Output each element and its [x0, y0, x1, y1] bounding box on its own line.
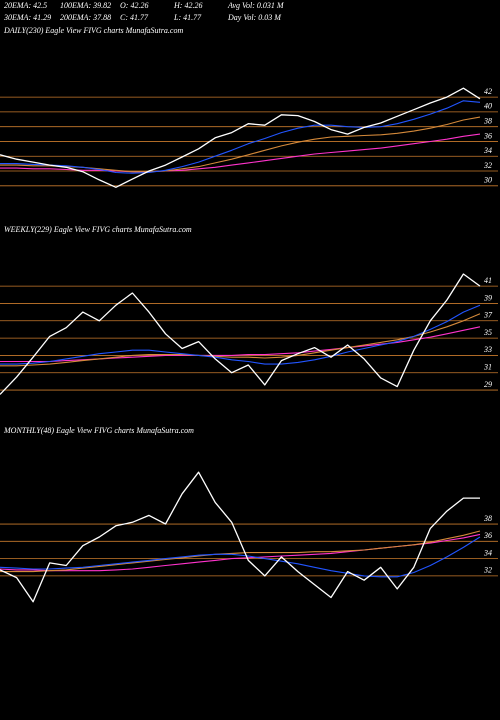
y-tick-label: 37: [483, 311, 493, 320]
header-stat: 100EMA: 39.82: [60, 1, 111, 10]
header-stat: 20EMA: 42.5: [4, 1, 47, 10]
price-line: [0, 273, 481, 395]
y-tick-label: 36: [483, 131, 492, 140]
price-line: [0, 326, 481, 363]
y-tick-label: 42: [484, 87, 492, 96]
header-stat: C: 41.77: [120, 13, 149, 22]
header-stat: Day Vol: 0.03 M: [227, 13, 282, 22]
y-tick-label: 39: [483, 293, 492, 302]
y-tick-label: 36: [483, 531, 492, 540]
y-tick-label: 29: [484, 380, 492, 389]
y-tick-label: 33: [483, 345, 492, 354]
price-line: [0, 536, 481, 578]
y-tick-label: 34: [483, 146, 492, 155]
y-tick-label: 32: [483, 566, 492, 575]
y-tick-label: 38: [483, 514, 492, 523]
header-stat: H: 42.26: [173, 1, 202, 10]
header-stat: 30EMA: 41.29: [3, 13, 51, 22]
panel-title: MONTHLY(48) Eagle View FIVG charts Munaf…: [3, 426, 194, 435]
header-stat: L: 41.77: [173, 13, 202, 22]
price-line: [0, 87, 481, 188]
y-tick-label: 34: [483, 548, 492, 557]
price-line: [0, 304, 481, 365]
price-line: [0, 471, 480, 603]
header-stat: Avg Vol: 0.031 M: [227, 1, 285, 10]
panel-title: DAILY(230) Eagle View FIVG charts Munafa…: [3, 26, 183, 35]
y-tick-label: 35: [483, 328, 492, 337]
y-tick-label: 32: [483, 161, 492, 170]
y-tick-label: 38: [483, 117, 492, 126]
price-line: [0, 313, 481, 367]
y-tick-label: 30: [483, 176, 492, 185]
price-line: [0, 530, 481, 573]
header-stat: 200EMA: 37.88: [60, 13, 111, 22]
header-stat: O: 42.26: [120, 1, 148, 10]
y-tick-label: 31: [483, 363, 492, 372]
price-line: [0, 100, 481, 174]
y-tick-label: 41: [484, 276, 492, 285]
panel-title: WEEKLY(229) Eagle View FIVG charts Munaf…: [4, 225, 192, 234]
price-line: [0, 133, 481, 173]
y-tick-label: 40: [484, 102, 492, 111]
